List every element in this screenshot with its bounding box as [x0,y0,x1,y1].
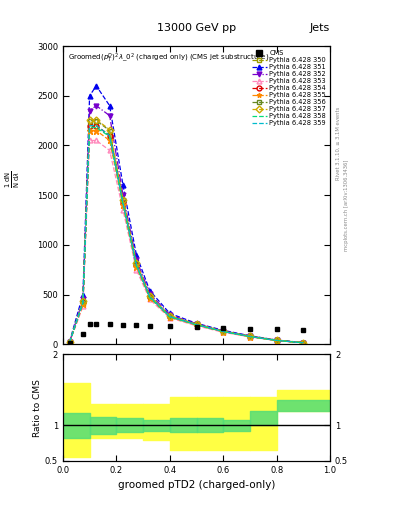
Text: Jets: Jets [310,23,330,33]
Legend: CMS, Pythia 6.428 350, Pythia 6.428 351, Pythia 6.428 352, Pythia 6.428 353, Pyt: CMS, Pythia 6.428 350, Pythia 6.428 351,… [252,50,327,127]
X-axis label: groomed pTD2 (charged-only): groomed pTD2 (charged-only) [118,480,275,490]
Y-axis label: Ratio to CMS: Ratio to CMS [33,379,42,437]
Text: $\frac{1}{\mathrm{N}}\frac{\mathrm{dN}}{\mathrm{d}\lambda}$: $\frac{1}{\mathrm{N}}\frac{\mathrm{dN}}{… [4,170,22,188]
Text: 13000 GeV pp: 13000 GeV pp [157,23,236,33]
Text: Groomed$(p_T^D)^2\lambda\_0^2$ (charged only) (CMS jet substructure): Groomed$(p_T^D)^2\lambda\_0^2$ (charged … [68,52,270,66]
Text: Rivet 3.1.10, ≥ 3.1M events: Rivet 3.1.10, ≥ 3.1M events [336,106,341,180]
Text: mcplots.cern.ch [arXiv:1306.3436]: mcplots.cern.ch [arXiv:1306.3436] [344,159,349,250]
